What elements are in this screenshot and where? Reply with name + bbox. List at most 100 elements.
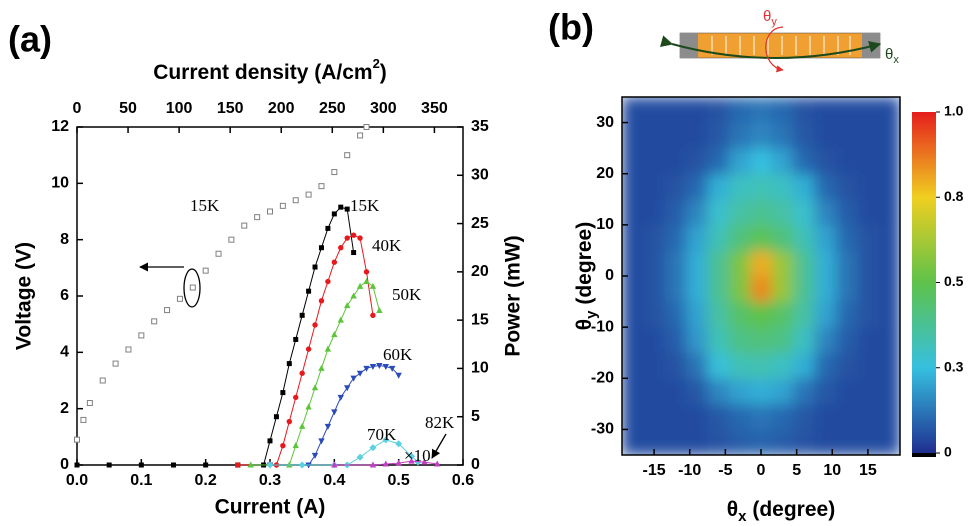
heat-cell	[772, 378, 794, 404]
heat-cell	[750, 199, 772, 225]
x-tick-label: 0.0	[66, 472, 88, 489]
heat-cell	[729, 302, 751, 328]
heat-cell	[750, 404, 772, 430]
marker	[331, 331, 337, 337]
marker	[338, 317, 344, 323]
heat-cell	[793, 302, 815, 328]
y-axis-title: θy (degree)	[573, 222, 600, 330]
heat-cell	[708, 429, 730, 455]
heat-cell	[814, 429, 836, 455]
heat-cell	[643, 225, 665, 251]
marker	[216, 251, 221, 256]
x-tick-label: 10	[823, 462, 841, 479]
heat-cell	[665, 123, 687, 149]
heat-cell	[814, 225, 836, 251]
heat-cell	[622, 404, 644, 430]
marker	[345, 235, 350, 240]
marker	[306, 289, 311, 294]
heat-cell	[836, 302, 858, 328]
heat-cell	[793, 123, 815, 149]
heat-cell	[814, 148, 836, 174]
heat-cell	[750, 353, 772, 379]
marker	[293, 337, 298, 342]
marker	[190, 285, 195, 290]
colorbar-floor	[912, 453, 936, 457]
heat-cell	[836, 97, 858, 123]
marker	[139, 333, 144, 338]
x2-tick-label: 100	[166, 100, 193, 117]
heat-cell	[814, 250, 836, 276]
heat-cell	[879, 225, 901, 251]
heat-cell	[708, 123, 730, 149]
heat-cell	[772, 327, 794, 353]
heat-cell	[836, 378, 858, 404]
subscript: y	[771, 16, 777, 28]
heat-cell	[665, 378, 687, 404]
marker	[299, 371, 304, 376]
marker	[395, 373, 401, 379]
heat-cell	[879, 148, 901, 174]
marker	[299, 423, 305, 429]
marker	[305, 404, 311, 410]
x2-tick-label: 350	[421, 100, 448, 117]
marker	[280, 443, 285, 448]
y-axis-title: Voltage (V)	[13, 242, 36, 350]
theta-y-label: θy	[763, 8, 777, 28]
marker	[139, 463, 144, 468]
heat-cell	[857, 199, 879, 225]
heat-cell	[686, 250, 708, 276]
heat-cell	[686, 199, 708, 225]
marker	[319, 245, 324, 250]
heat-cell	[708, 327, 730, 353]
heat-cell	[665, 302, 687, 328]
heat-cell	[686, 327, 708, 353]
heat-cell	[772, 353, 794, 379]
heat-cell	[772, 429, 794, 455]
heat-cell	[708, 174, 730, 200]
text: )	[380, 61, 387, 84]
y2-tick-label: 10	[471, 360, 489, 377]
heat-cell	[665, 174, 687, 200]
marker	[242, 223, 247, 228]
heat-cell	[814, 199, 836, 225]
marker	[152, 319, 157, 324]
heat-cell	[729, 97, 751, 123]
panel-label: (a)	[8, 19, 52, 60]
heat-cell	[879, 97, 901, 123]
x2-tick-label: 150	[217, 100, 244, 117]
text: (degree)	[747, 498, 836, 521]
marker	[165, 308, 170, 313]
x-tick-label: -15	[643, 462, 666, 479]
heat-cell	[793, 327, 815, 353]
heat-cell	[836, 404, 858, 430]
heat-cell	[729, 174, 751, 200]
heat-cell	[772, 199, 794, 225]
marker	[255, 215, 260, 220]
y2-tick-label: 30	[471, 167, 489, 184]
colorbar	[912, 112, 936, 453]
y2-tick-label: 5	[471, 408, 480, 425]
heat-cell	[622, 378, 644, 404]
heat-cell	[857, 174, 879, 200]
heat-cell	[814, 327, 836, 353]
heat-cell	[793, 250, 815, 276]
heat-cell	[643, 378, 665, 404]
heat-cell	[857, 250, 879, 276]
x-tick-label: -10	[678, 462, 701, 479]
heat-cell	[643, 276, 665, 302]
x-axis-title: Current (A)	[215, 496, 326, 519]
marker	[268, 209, 273, 214]
heat-cell	[643, 123, 665, 149]
marker	[203, 463, 208, 468]
heat-cell	[836, 123, 858, 149]
heat-cell	[729, 429, 751, 455]
marker	[332, 170, 337, 175]
marker	[331, 409, 337, 415]
heat-cell	[879, 276, 901, 302]
heat-cell	[622, 225, 644, 251]
y-tick-label: 30	[596, 114, 614, 131]
colorbar-tick-label: 1.0	[944, 103, 964, 119]
marker	[287, 419, 292, 424]
series-label: 60K	[383, 345, 413, 364]
